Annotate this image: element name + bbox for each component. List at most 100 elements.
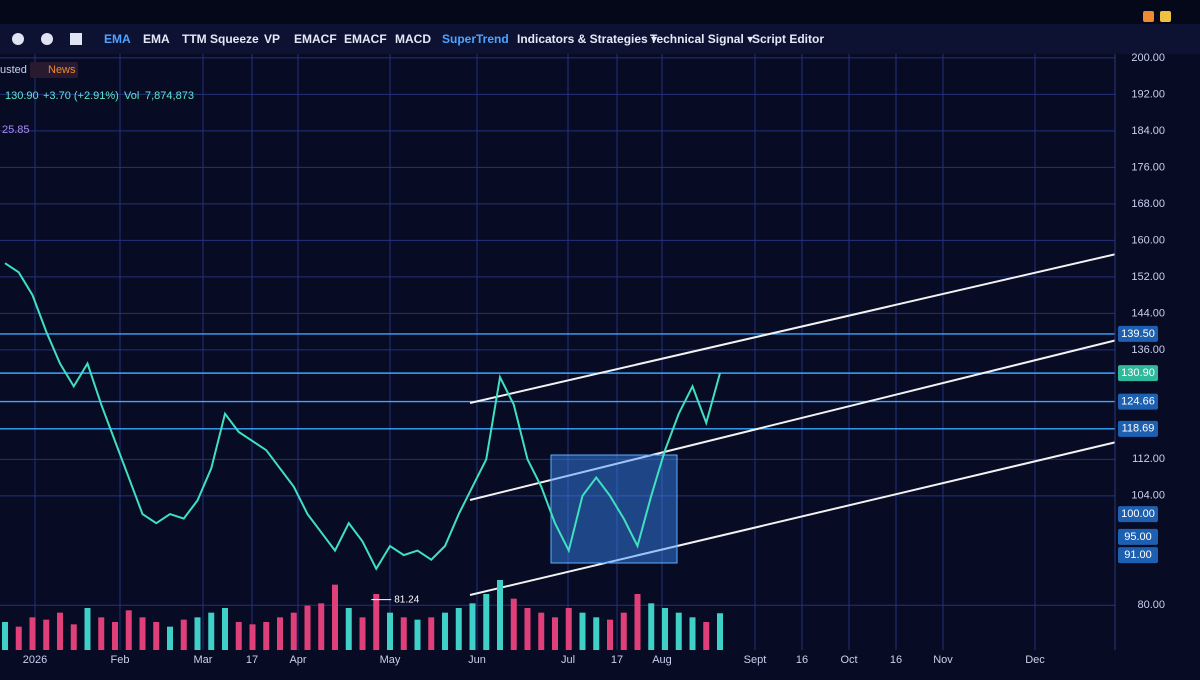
top-strip xyxy=(0,0,1200,24)
x-tick-label: Jun xyxy=(468,654,486,666)
volume-bar xyxy=(125,610,132,650)
y-tick-label: 144.00 xyxy=(1131,307,1165,319)
volume-bar xyxy=(304,605,311,650)
volume-value: 7,874,873 xyxy=(145,90,194,102)
volume-bar xyxy=(98,617,105,650)
x-tick-label: 17 xyxy=(611,654,623,666)
news-button[interactable] xyxy=(30,62,78,78)
y-tick-label: 168.00 xyxy=(1131,198,1165,210)
toolbar-item[interactable]: MACD xyxy=(395,32,431,46)
y-tick-label: 112.00 xyxy=(1132,453,1165,465)
price-tag-label: 130.90 xyxy=(1121,367,1155,379)
toolbar-item[interactable]: Script Editor xyxy=(752,32,824,46)
volume-bar xyxy=(139,617,146,650)
volume-bar xyxy=(634,594,641,650)
volume-bar xyxy=(593,617,600,650)
volume-bar xyxy=(208,612,215,650)
toolbar-item[interactable]: Indicators & Strategies ▾ xyxy=(517,32,657,46)
volume-bar xyxy=(510,598,517,650)
front: usted News 130.90 +3.70 (+2.91%) Vol 7,8… xyxy=(0,62,194,136)
volume-bar xyxy=(524,608,531,650)
volume-bar xyxy=(222,608,228,650)
app-icon[interactable] xyxy=(1160,11,1171,22)
volume-bar xyxy=(57,612,63,650)
volume-bar xyxy=(620,612,627,650)
volume-bar xyxy=(332,584,338,650)
change: +3.70 (+2.91%) xyxy=(43,90,119,102)
volume-bar xyxy=(497,580,503,650)
toolbar-item[interactable]: EMACF xyxy=(344,32,387,46)
volume-bar xyxy=(675,612,682,650)
trend-line xyxy=(469,439,1126,596)
x-tick-label: Feb xyxy=(111,654,130,666)
app-icon[interactable] xyxy=(1143,11,1154,22)
price-line-series xyxy=(4,262,721,571)
volume-bar xyxy=(400,617,407,650)
y-tick-label: 136.00 xyxy=(1131,344,1165,356)
toolbar-item[interactable]: VP xyxy=(264,32,280,46)
toolbar-item[interactable]: TTM Squeeze xyxy=(182,32,259,46)
volume-bar xyxy=(345,608,352,650)
volume-bar xyxy=(249,624,256,650)
volume-bar xyxy=(442,612,448,650)
last-price: 130.90 xyxy=(5,90,39,102)
volume-bar xyxy=(703,622,710,650)
volume-bar xyxy=(414,619,421,650)
price-tag-label: 100.00 xyxy=(1121,508,1155,520)
volume-bar xyxy=(235,622,242,650)
price-tag-label: 95.00 xyxy=(1124,531,1152,543)
toolbar-item[interactable]: SuperTrend xyxy=(442,32,509,46)
volume-bar xyxy=(648,603,655,650)
volume-bar xyxy=(2,622,8,650)
price-tag-label: 139.50 xyxy=(1121,328,1155,340)
x-tick-label: 2026 xyxy=(23,654,47,666)
trend-line xyxy=(469,337,1126,501)
toolbar xyxy=(0,24,1200,54)
x-tick-label: Aug xyxy=(652,654,672,666)
volume-bar xyxy=(263,622,270,650)
volume-bar xyxy=(277,617,283,650)
toolbar-item[interactable]: Technical Signal ▾ xyxy=(650,32,753,46)
y-tick-label: 176.00 xyxy=(1131,161,1165,173)
toolbar-icon[interactable] xyxy=(12,33,24,45)
plot: 81.24 xyxy=(0,54,1126,650)
y-tick-label: 184.00 xyxy=(1131,125,1165,137)
x-tick-label: Apr xyxy=(289,654,306,666)
volume-bar xyxy=(538,612,545,650)
adjusted-label: usted xyxy=(0,64,27,76)
volume-bar xyxy=(359,617,366,650)
volume-bar xyxy=(290,612,297,650)
toolbar-icon[interactable] xyxy=(41,33,53,45)
x-tick-label: Jul xyxy=(561,654,575,666)
volume-bar xyxy=(579,612,586,650)
x-tick-label: Nov xyxy=(933,654,953,666)
news-label[interactable]: News xyxy=(48,64,76,76)
price-tag xyxy=(1118,325,1158,342)
volume-bar xyxy=(428,617,435,650)
x-tick-label: 17 xyxy=(246,654,258,666)
volume-bar xyxy=(84,608,91,650)
price-tag xyxy=(1118,506,1158,523)
volume-bar xyxy=(689,617,696,650)
x-tick-label: May xyxy=(380,654,401,666)
trend-line xyxy=(469,251,1126,404)
y-tick-label: 200.00 xyxy=(1131,52,1165,64)
x-tick-label: 16 xyxy=(796,654,808,666)
toolbar-item[interactable]: EMA xyxy=(104,32,131,46)
volume-bar xyxy=(455,608,462,650)
x-tick-label: 16 xyxy=(890,654,902,666)
x-tick-label: Sept xyxy=(744,654,767,666)
study-value: 25.85 xyxy=(2,124,30,136)
toolbar-item[interactable]: EMA xyxy=(143,32,170,46)
volume-bar xyxy=(469,603,476,650)
volume-bar xyxy=(70,624,77,650)
toolbar-item[interactable]: EMACF xyxy=(294,32,337,46)
volume-bar xyxy=(180,619,187,650)
price-tag xyxy=(1118,365,1158,382)
volume-bar xyxy=(607,619,613,650)
volume-bar xyxy=(29,617,36,650)
x-tick-label: Dec xyxy=(1025,654,1045,666)
toolbar-icon[interactable] xyxy=(70,33,82,45)
y-tick-label: 160.00 xyxy=(1131,234,1165,246)
volume-bar xyxy=(483,594,490,650)
